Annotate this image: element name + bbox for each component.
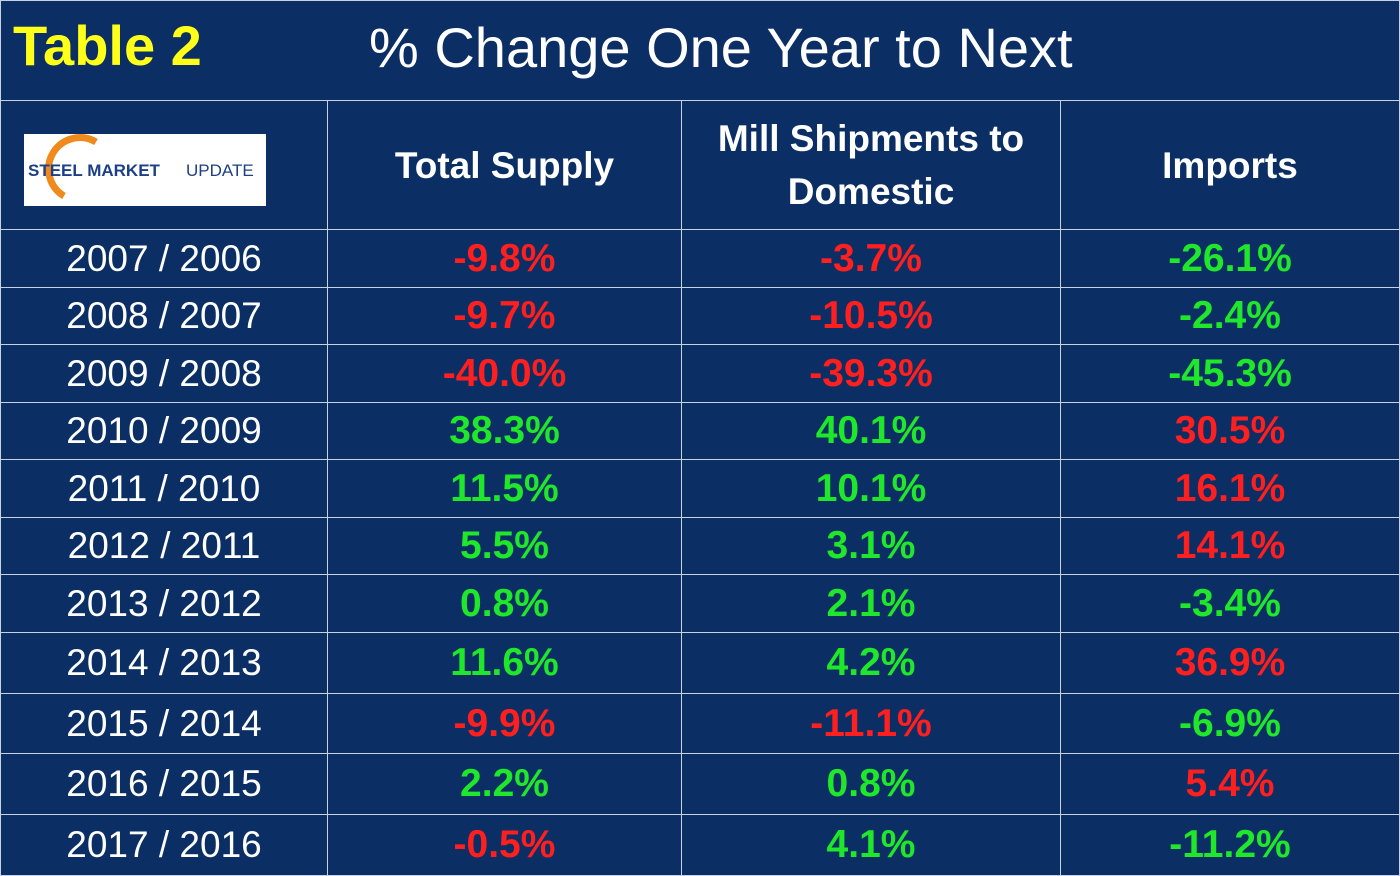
logo-swoosh <box>45 134 98 200</box>
value-cell: 36.9% <box>1061 633 1400 694</box>
title-label: Table 2 <box>13 14 202 77</box>
value-cell: 0.8% <box>328 575 682 633</box>
value-cell: -26.1% <box>1061 230 1400 288</box>
logo-cell <box>0 101 328 230</box>
title-bar: Table 2 % Change One Year to Next <box>0 0 1400 101</box>
row-label: 2012 / 2011 <box>0 518 328 575</box>
row-label: 2007 / 2006 <box>0 230 328 288</box>
row-label: 2008 / 2007 <box>0 288 328 345</box>
value-cell: 16.1% <box>1061 460 1400 518</box>
value-cell: 2.2% <box>328 754 682 815</box>
value-cell: 10.1% <box>682 460 1061 518</box>
value-cell: 40.1% <box>682 403 1061 460</box>
value-cell: 4.1% <box>682 815 1061 876</box>
value-cell: -2.4% <box>1061 288 1400 345</box>
value-cell: -39.3% <box>682 345 1061 403</box>
row-label: 2015 / 2014 <box>0 694 328 754</box>
value-cell: -3.4% <box>1061 575 1400 633</box>
value-cell: 11.6% <box>328 633 682 694</box>
value-cell: 2.1% <box>682 575 1061 633</box>
row-label: 2010 / 2009 <box>0 403 328 460</box>
value-cell: -45.3% <box>1061 345 1400 403</box>
row-label: 2014 / 2013 <box>0 633 328 694</box>
value-cell: -0.5% <box>328 815 682 876</box>
logo-light: UPDATE <box>186 161 254 180</box>
value-cell: 30.5% <box>1061 403 1400 460</box>
value-cell: -9.7% <box>328 288 682 345</box>
value-cell: -9.9% <box>328 694 682 754</box>
value-cell: 11.5% <box>328 460 682 518</box>
value-cell: -11.2% <box>1061 815 1400 876</box>
value-cell: 14.1% <box>1061 518 1400 575</box>
value-cell: -40.0% <box>328 345 682 403</box>
column-header: Imports <box>1061 101 1400 230</box>
row-label: 2016 / 2015 <box>0 754 328 815</box>
column-header: Mill Shipments to Domestic <box>682 101 1061 230</box>
value-cell: -10.5% <box>682 288 1061 345</box>
column-header: Total Supply <box>328 101 682 230</box>
value-cell: -6.9% <box>1061 694 1400 754</box>
logo-bold: STEEL MARKET <box>28 161 161 180</box>
value-cell: 38.3% <box>328 403 682 460</box>
value-cell: 0.8% <box>682 754 1061 815</box>
title-text: % Change One Year to Next <box>369 16 1073 79</box>
logo: STEEL MARKET UPDATE <box>24 134 266 206</box>
value-cell: 3.1% <box>682 518 1061 575</box>
value-cell: 4.2% <box>682 633 1061 694</box>
value-cell: -3.7% <box>682 230 1061 288</box>
row-label: 2011 / 2010 <box>0 460 328 518</box>
value-cell: 5.5% <box>328 518 682 575</box>
value-cell: -11.1% <box>682 694 1061 754</box>
row-label: 2013 / 2012 <box>0 575 328 633</box>
value-cell: 5.4% <box>1061 754 1400 815</box>
row-label: 2009 / 2008 <box>0 345 328 403</box>
value-cell: -9.8% <box>328 230 682 288</box>
row-label: 2017 / 2016 <box>0 815 328 876</box>
